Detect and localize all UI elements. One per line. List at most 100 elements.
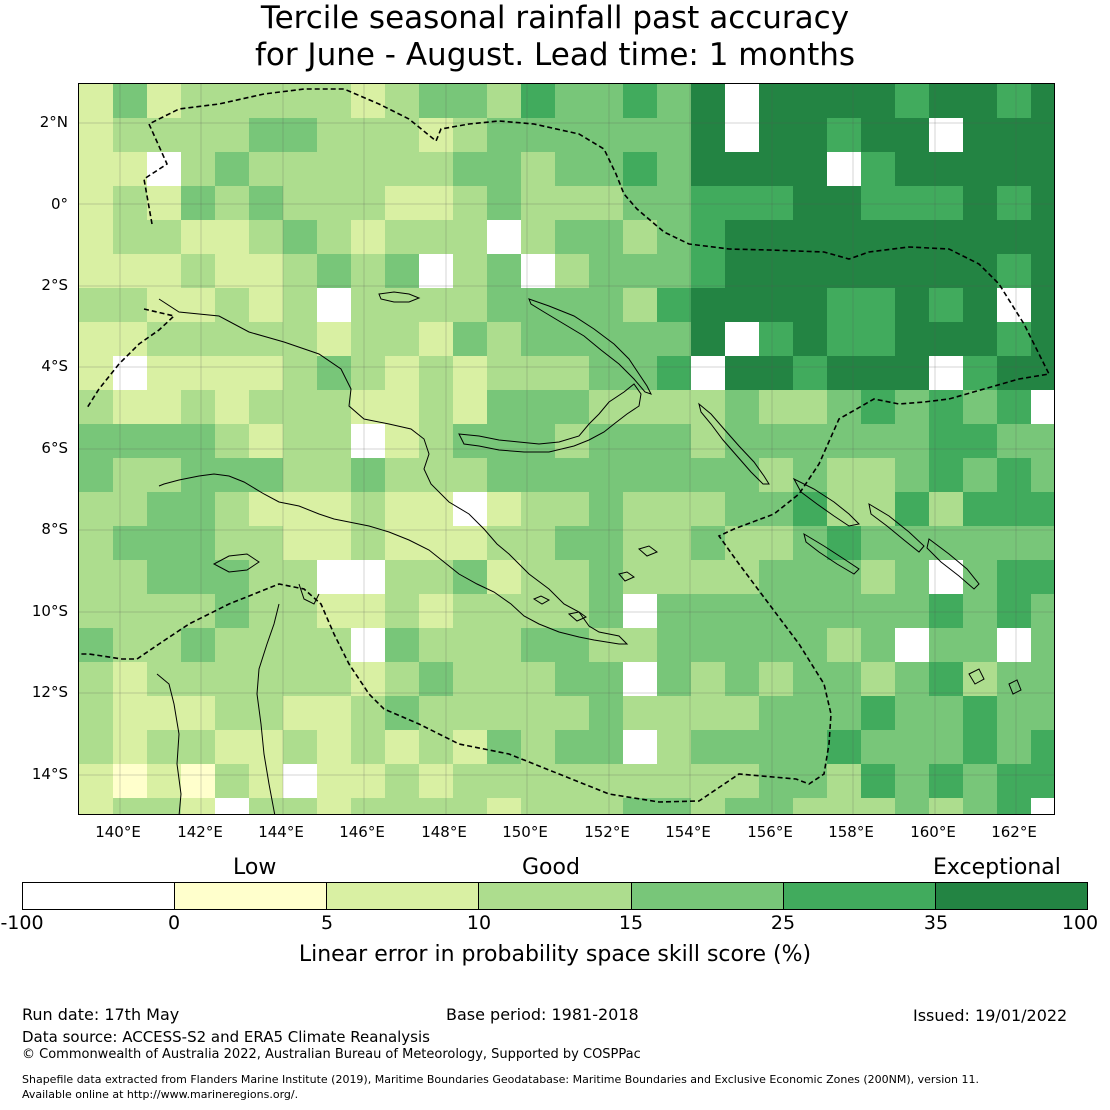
skill-cell [351,356,385,390]
skill-cell [963,560,997,594]
skill-cell [1031,628,1054,662]
skill-cell [827,764,861,798]
skill-cell [317,764,351,798]
skill-cell [691,696,725,730]
skill-cell [657,322,691,356]
skill-cell [555,594,589,628]
skill-cell [249,152,283,186]
skill-cell [555,118,589,152]
skill-cell [793,390,827,424]
skill-cell [759,186,793,220]
skill-cell [385,594,419,628]
map-title-line-2: for June - August. Lead time: 1 months [254,37,856,73]
skill-cell [317,458,351,492]
skill-cell [1031,730,1054,764]
skill-cell [79,764,113,798]
skill-cell [521,424,555,458]
skill-cell [895,526,929,560]
skill-cell [419,390,453,424]
skill-cell [351,424,385,458]
skill-cell [793,152,827,186]
skill-cell [827,798,861,814]
skill-cell [113,322,147,356]
skill-cell [589,118,623,152]
skill-cell [827,84,861,118]
skill-cell [725,84,759,118]
skill-cell [657,696,691,730]
skill-cell [691,662,725,696]
skill-cell [351,322,385,356]
skill-cell [453,458,487,492]
skill-cell [385,628,419,662]
skill-cell [657,118,691,152]
skill-cell [793,322,827,356]
skill-cell [79,594,113,628]
solomon-islands-coast [792,477,980,590]
skill-cell [793,798,827,814]
skill-cell [691,594,725,628]
skill-cell [555,424,589,458]
skill-cell [793,118,827,152]
skill-cell [215,628,249,662]
skill-cell [759,356,793,390]
skill-cell [725,696,759,730]
skill-cell [249,288,283,322]
skill-cell [793,594,827,628]
skill-cell [827,152,861,186]
skill-cell [215,356,249,390]
skill-cell [555,220,589,254]
skill-cell [759,696,793,730]
lon-label-140e: 140°E [95,823,141,841]
skill-cell [827,356,861,390]
skill-cell [827,730,861,764]
skill-cell [79,356,113,390]
skill-cell [453,254,487,288]
skill-cell [419,526,453,560]
skill-cell [351,730,385,764]
skill-cell [691,220,725,254]
skill-cell [861,526,895,560]
skill-cell [283,764,317,798]
skill-cell [113,696,147,730]
skill-cell [589,322,623,356]
skill-cell [759,730,793,764]
skill-cell [79,662,113,696]
skill-cell [1031,798,1054,814]
skill-cell [963,356,997,390]
skill-cell [759,288,793,322]
skill-cell [419,186,453,220]
skill-cell [759,594,793,628]
skill-cell [283,696,317,730]
skill-cell [657,424,691,458]
skill-cell [351,594,385,628]
skill-cell [827,424,861,458]
skill-cell [861,730,895,764]
skill-cell [385,152,419,186]
skill-cell [657,288,691,322]
skill-cell [929,390,963,424]
skill-cell [113,458,147,492]
skill-cell [249,356,283,390]
skill-cell [963,730,997,764]
skill-cell [759,254,793,288]
new-britain-coast [458,383,642,453]
skill-cell [589,594,623,628]
skill-cell [283,118,317,152]
skill-cell [113,118,147,152]
colorbar-segment [175,883,328,909]
copyright: © Commonwealth of Australia 2022, Austra… [22,1047,641,1062]
skill-cell [385,764,419,798]
skill-cell [521,254,555,288]
skill-cell [113,356,147,390]
skill-cell [215,492,249,526]
skill-cell [249,628,283,662]
skill-cell [113,594,147,628]
skill-cell [895,492,929,526]
skill-cell [623,730,657,764]
skill-grid-cells [79,84,1054,814]
skill-cell [181,662,215,696]
skill-cell [351,118,385,152]
skill-cell [317,730,351,764]
skill-cell [997,526,1031,560]
skill-cell [555,322,589,356]
